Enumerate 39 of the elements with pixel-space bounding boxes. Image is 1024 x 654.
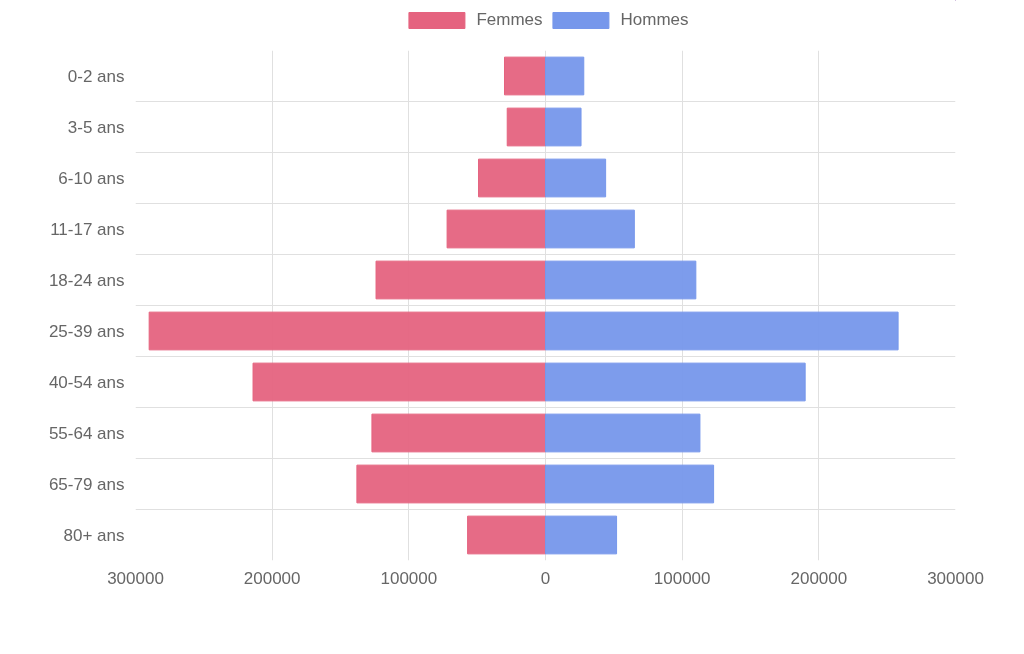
bar xyxy=(252,362,546,402)
y-tick-label: 18-24 ans xyxy=(48,270,125,290)
y-tick-label: 11-17 ans xyxy=(50,219,125,239)
bar xyxy=(545,260,697,300)
y-tick-label: 40-54 ans xyxy=(48,372,125,392)
y-tick-label: 0-2 ans xyxy=(67,66,125,86)
bar xyxy=(504,56,546,96)
bar xyxy=(506,107,546,147)
bar xyxy=(545,464,715,504)
y-tick-label: 80+ ans xyxy=(63,525,125,545)
bar xyxy=(545,362,806,402)
y-tick-label: 3-5 ans xyxy=(67,117,125,137)
bar xyxy=(545,209,635,249)
bar xyxy=(545,515,618,555)
bar xyxy=(545,413,701,453)
bar xyxy=(148,311,546,351)
legend-label: Hommes xyxy=(620,10,689,30)
x-tick-label: 0 xyxy=(540,568,551,588)
x-tick-label: 300000 xyxy=(927,568,984,588)
bar xyxy=(467,515,546,555)
x-tick-label: 100000 xyxy=(653,568,711,588)
bar xyxy=(545,56,585,96)
x-tick-label: 200000 xyxy=(243,568,301,588)
bar xyxy=(545,311,899,351)
legend-label: Femmes xyxy=(476,10,543,30)
x-tick-label: 300000 xyxy=(107,568,164,588)
y-tick-label: 25-39 ans xyxy=(48,321,125,341)
bar xyxy=(375,260,546,300)
y-tick-label: 65-79 ans xyxy=(48,474,125,494)
bar xyxy=(446,209,546,249)
x-tick-label: 200000 xyxy=(790,568,848,588)
x-tick-label: 100000 xyxy=(380,568,438,588)
y-tick-label: 6-10 ans xyxy=(58,168,125,188)
bar xyxy=(371,413,546,453)
bar xyxy=(545,158,607,198)
bar xyxy=(356,464,546,504)
bar xyxy=(545,107,582,147)
y-tick-label: 55-64 ans xyxy=(48,423,125,443)
bar xyxy=(478,158,546,198)
